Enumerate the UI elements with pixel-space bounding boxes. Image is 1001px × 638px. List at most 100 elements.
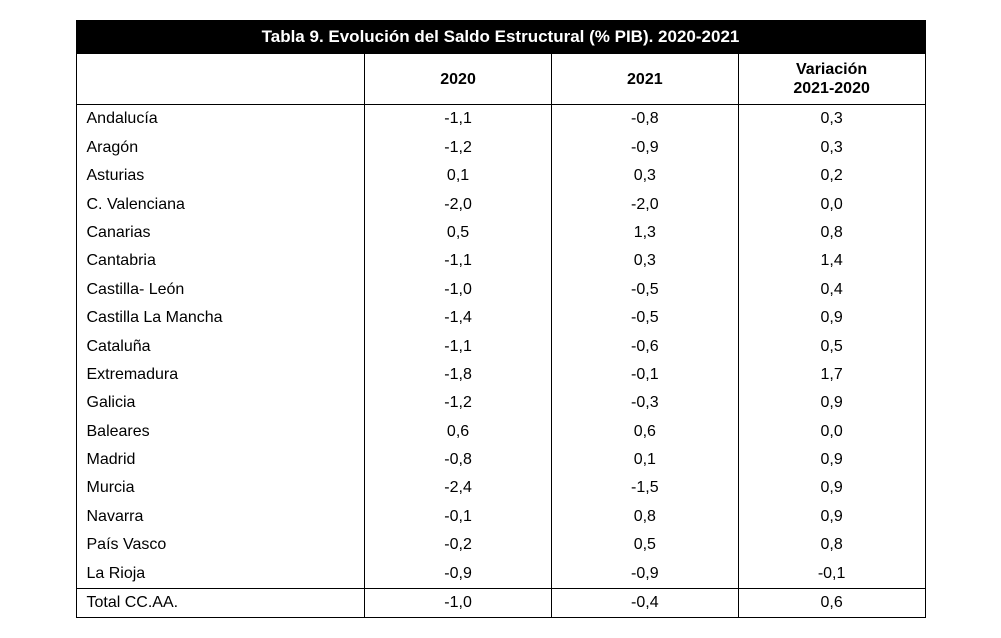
cell-region: Cantabria [76,247,365,275]
cell-var: 0,8 [738,531,925,559]
cell-var: 0,2 [738,162,925,190]
table-row: La Rioja-0,9-0,9-0,1 [76,560,925,589]
cell-y2021: 0,3 [551,162,738,190]
cell-region: Castilla La Mancha [76,304,365,332]
cell-y2021: 0,1 [551,446,738,474]
cell-region: Baleares [76,418,365,446]
cell-y2021: 0,3 [551,247,738,275]
cell-y2021: -0,5 [551,304,738,332]
table-total-row: Total CC.AA.-1,0-0,40,6 [76,589,925,618]
cell-y2020: -2,0 [365,191,552,219]
cell-y2020: -0,8 [365,446,552,474]
table-row: País Vasco-0,20,50,8 [76,531,925,559]
cell-y2020: 0,1 [365,162,552,190]
cell-y2021: 0,8 [551,503,738,531]
cell-var: 1,7 [738,361,925,389]
cell-var: 0,9 [738,389,925,417]
cell-var: 0,8 [738,219,925,247]
col-header-region [76,54,365,105]
cell-y2021: 0,6 [551,418,738,446]
table-container: Tabla 9. Evolución del Saldo Estructural… [76,20,926,618]
cell-var: 0,5 [738,333,925,361]
table-row: Cantabria-1,10,31,4 [76,247,925,275]
cell-region: Galicia [76,389,365,417]
table-row: Navarra-0,10,80,9 [76,503,925,531]
table-row: Asturias0,10,30,2 [76,162,925,190]
table-body: Andalucía-1,1-0,80,3Aragón-1,2-0,90,3Ast… [76,105,925,618]
cell-y2020: -1,4 [365,304,552,332]
cell-y2020: -1,2 [365,134,552,162]
cell-y2020: -1,2 [365,389,552,417]
cell-y2021: -0,6 [551,333,738,361]
cell-region: C. Valenciana [76,191,365,219]
cell-y2021: 1,3 [551,219,738,247]
col-header-variation: Variación 2021-2020 [738,54,925,105]
total-cell-y2021: -0,4 [551,589,738,618]
structural-balance-table: Tabla 9. Evolución del Saldo Estructural… [76,20,926,618]
table-row: Canarias0,51,30,8 [76,219,925,247]
table-row: Extremadura-1,8-0,11,7 [76,361,925,389]
cell-var: -0,1 [738,560,925,589]
cell-var: 0,9 [738,304,925,332]
table-row: Madrid-0,80,10,9 [76,446,925,474]
total-cell-var: 0,6 [738,589,925,618]
table-row: Andalucía-1,1-0,80,3 [76,105,925,134]
cell-var: 0,4 [738,276,925,304]
cell-y2020: -1,1 [365,105,552,134]
total-cell-y2020: -1,0 [365,589,552,618]
cell-region: Andalucía [76,105,365,134]
variation-line2: 2021-2020 [793,80,870,97]
cell-region: Extremadura [76,361,365,389]
cell-y2020: -1,0 [365,276,552,304]
cell-region: Castilla- León [76,276,365,304]
cell-region: País Vasco [76,531,365,559]
cell-y2020: 0,6 [365,418,552,446]
cell-y2020: 0,5 [365,219,552,247]
cell-y2021: -0,1 [551,361,738,389]
table-header-row: 2020 2021 Variación 2021-2020 [76,54,925,105]
table-row: Murcia-2,4-1,50,9 [76,474,925,502]
table-row: Baleares0,60,60,0 [76,418,925,446]
cell-region: Cataluña [76,333,365,361]
cell-region: Canarias [76,219,365,247]
col-header-2021: 2021 [551,54,738,105]
cell-region: La Rioja [76,560,365,589]
cell-y2020: -0,1 [365,503,552,531]
col-header-2020: 2020 [365,54,552,105]
table-title-row: Tabla 9. Evolución del Saldo Estructural… [76,21,925,54]
cell-y2020: -2,4 [365,474,552,502]
cell-var: 0,9 [738,446,925,474]
table-row: Aragón-1,2-0,90,3 [76,134,925,162]
cell-var: 0,3 [738,134,925,162]
table-row: Galicia-1,2-0,30,9 [76,389,925,417]
cell-y2020: -0,9 [365,560,552,589]
variation-line1: Variación [796,61,867,78]
cell-region: Aragón [76,134,365,162]
cell-y2021: -0,3 [551,389,738,417]
cell-y2021: -0,8 [551,105,738,134]
table-row: C. Valenciana-2,0-2,00,0 [76,191,925,219]
table-row: Cataluña-1,1-0,60,5 [76,333,925,361]
cell-var: 0,9 [738,474,925,502]
table-row: Castilla- León-1,0-0,50,4 [76,276,925,304]
table-title: Tabla 9. Evolución del Saldo Estructural… [76,21,925,54]
cell-region: Murcia [76,474,365,502]
cell-y2021: -0,9 [551,560,738,589]
cell-var: 0,0 [738,418,925,446]
total-cell-region: Total CC.AA. [76,589,365,618]
cell-var: 0,0 [738,191,925,219]
cell-y2020: -0,2 [365,531,552,559]
table-row: Castilla La Mancha-1,4-0,50,9 [76,304,925,332]
cell-y2021: -1,5 [551,474,738,502]
cell-y2021: -2,0 [551,191,738,219]
cell-y2020: -1,1 [365,247,552,275]
cell-y2021: -0,5 [551,276,738,304]
cell-var: 0,3 [738,105,925,134]
cell-region: Madrid [76,446,365,474]
cell-y2021: -0,9 [551,134,738,162]
cell-region: Navarra [76,503,365,531]
cell-y2020: -1,8 [365,361,552,389]
cell-y2021: 0,5 [551,531,738,559]
cell-region: Asturias [76,162,365,190]
cell-var: 0,9 [738,503,925,531]
